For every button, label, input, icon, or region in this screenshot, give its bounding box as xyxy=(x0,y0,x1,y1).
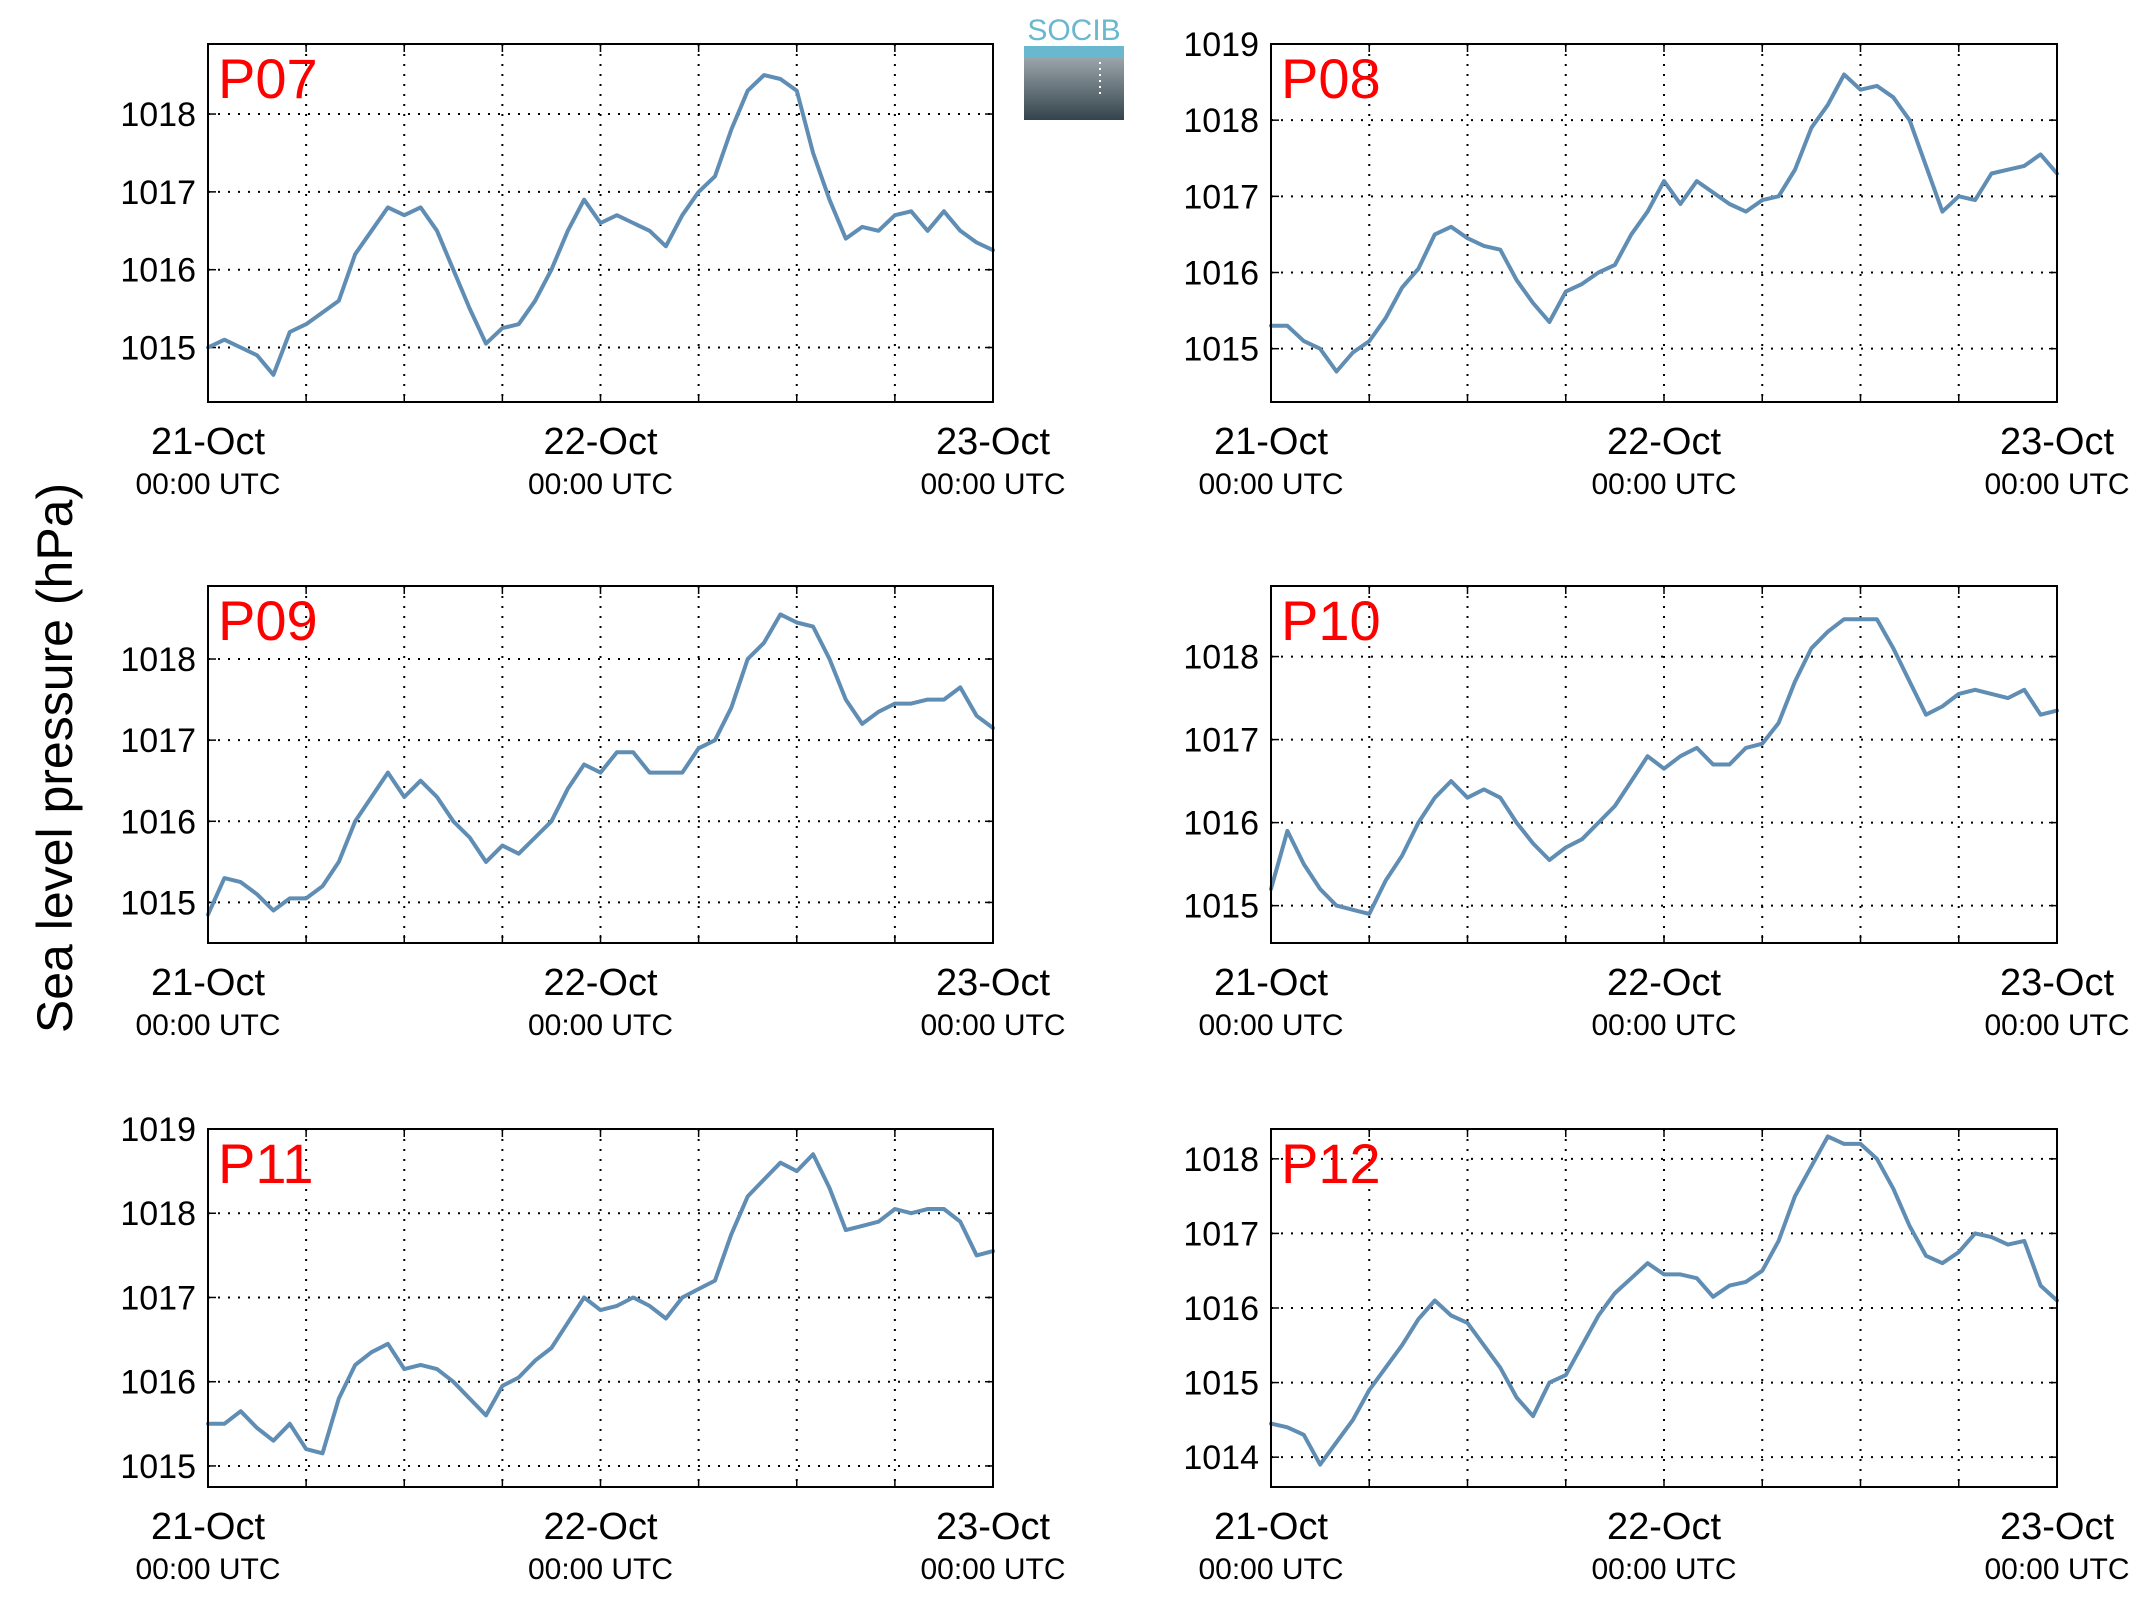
x-tick-date-label: 21-Oct xyxy=(1214,962,1328,1004)
plot-area xyxy=(1271,44,2057,402)
y-tick-label: 1018 xyxy=(1183,639,1259,677)
x-tick-time-label: 00:00 UTC xyxy=(1591,1009,1736,1042)
y-tick-label: 1016 xyxy=(120,803,196,841)
y-tick-label: 1018 xyxy=(120,96,196,134)
y-tick-label: 1017 xyxy=(120,722,196,760)
x-tick-date-label: 22-Oct xyxy=(543,962,657,1004)
x-tick-time-label: 00:00 UTC xyxy=(920,1553,1065,1586)
y-tick-label: 1015 xyxy=(120,884,196,922)
x-tick-time-label: 00:00 UTC xyxy=(528,468,673,501)
x-tick-time-label: 00:00 UTC xyxy=(1591,468,1736,501)
y-tick-label: 1017 xyxy=(1183,722,1259,760)
y-tick-label: 1017 xyxy=(120,1279,196,1317)
y-tick-label: 1014 xyxy=(1183,1439,1259,1477)
y-tick-label: 1019 xyxy=(120,1111,196,1149)
x-tick-date-label: 22-Oct xyxy=(543,1506,657,1548)
y-tick-label: 1015 xyxy=(120,330,196,368)
pressure-series-line xyxy=(1269,72,2059,374)
axes-frame xyxy=(207,1128,994,1488)
y-tick-label: 1017 xyxy=(120,174,196,212)
panel-label: P07 xyxy=(218,47,318,110)
x-tick-date-label: 21-Oct xyxy=(1214,1506,1328,1548)
x-tick-time-label: 00:00 UTC xyxy=(135,1009,280,1042)
x-tick-date-label: 22-Oct xyxy=(1607,421,1721,463)
x-tick-date-label: 23-Oct xyxy=(936,1506,1050,1548)
panel-label: P12 xyxy=(1281,1132,1381,1195)
x-tick-date-label: 23-Oct xyxy=(2000,962,2114,1004)
y-tick-label: 1016 xyxy=(120,1364,196,1402)
y-tick-label: 1018 xyxy=(120,1195,196,1233)
x-tick-time-label: 00:00 UTC xyxy=(1984,468,2129,501)
x-tick-date-label: 23-Oct xyxy=(2000,1506,2114,1548)
y-tick-label: 1016 xyxy=(1183,1290,1259,1328)
chart-panel-p07: 1015 1016 1017 1018 21-Oct 00:00 UTC 22-Oct 00:… xyxy=(120,43,1066,501)
x-tick-date-label: 22-Oct xyxy=(1607,1506,1721,1548)
axes-frame xyxy=(207,585,994,944)
axes-frame xyxy=(1270,43,2058,403)
y-tick-label: 1015 xyxy=(120,1448,196,1486)
x-tick-time-label: 00:00 UTC xyxy=(1591,1553,1736,1586)
x-tick-time-label: 00:00 UTC xyxy=(1198,1553,1343,1586)
y-tick-label: 1017 xyxy=(1183,178,1259,216)
x-tick-date-label: 21-Oct xyxy=(1214,421,1328,463)
x-tick-time-label: 00:00 UTC xyxy=(528,1009,673,1042)
socib-logo: SOCIB xyxy=(1022,14,1126,122)
x-tick-time-label: 00:00 UTC xyxy=(1984,1009,2129,1042)
plot-area xyxy=(208,586,993,943)
pressure-series-line xyxy=(206,1152,995,1456)
x-tick-date-label: 22-Oct xyxy=(1607,962,1721,1004)
x-tick-time-label: 00:00 UTC xyxy=(920,1009,1065,1042)
pressure-series-line xyxy=(1269,1134,2059,1467)
y-tick-label: 1019 xyxy=(1183,26,1259,64)
x-tick-date-label: 21-Oct xyxy=(151,421,265,463)
y-tick-label: 1015 xyxy=(1183,1365,1259,1403)
x-tick-time-label: 00:00 UTC xyxy=(528,1553,673,1586)
y-tick-label: 1015 xyxy=(1183,331,1259,369)
y-tick-label: 1015 xyxy=(1183,888,1259,926)
chart-panel-p12: 1014 1015 1016 1017 1018 21-Oct 00:00 UTC 22-Oc… xyxy=(1183,1128,2130,1586)
panel-label: P08 xyxy=(1281,47,1381,110)
x-tick-time-label: 00:00 UTC xyxy=(1984,1553,2129,1586)
chart-panel-p09: 1015 1016 1017 1018 21-Oct 00:00 UTC 22-Oct 00:… xyxy=(120,585,1066,1042)
pressure-series-line xyxy=(1269,617,2059,916)
x-tick-time-label: 00:00 UTC xyxy=(1198,1009,1343,1042)
x-tick-time-label: 00:00 UTC xyxy=(135,1553,280,1586)
chart-panel-p10: 1015 1016 1017 1018 21-Oct 00:00 UTC 22-Oct 00:… xyxy=(1183,585,2130,1042)
x-tick-date-label: 23-Oct xyxy=(936,962,1050,1004)
axes-frame xyxy=(1270,1128,2058,1488)
axes-frame xyxy=(207,43,994,403)
axes-frame xyxy=(1270,585,2058,944)
plot-area xyxy=(1271,1129,2057,1487)
x-tick-date-label: 21-Oct xyxy=(151,1506,265,1548)
pressure-series-line xyxy=(206,612,995,917)
x-tick-time-label: 00:00 UTC xyxy=(920,468,1065,501)
y-tick-label: 1016 xyxy=(1183,805,1259,843)
x-tick-time-label: 00:00 UTC xyxy=(135,468,280,501)
chart-panel-p08: 1015 1016 1017 1018 1019 21-Oct 00:00 UTC 22-Oc… xyxy=(1183,26,2129,501)
panel-label: P11 xyxy=(218,1132,313,1195)
y-tick-label: 1018 xyxy=(120,641,196,679)
x-tick-date-label: 23-Oct xyxy=(2000,421,2114,463)
x-tick-date-label: 22-Oct xyxy=(543,421,657,463)
y-tick-label: 1017 xyxy=(1183,1215,1259,1253)
panel-label: P10 xyxy=(1281,589,1381,652)
chart-panel-p11: 1015 1016 1017 1018 1019 21-Oct 00:00 UTC 22-Oc… xyxy=(120,1111,1065,1586)
panel-label: P09 xyxy=(218,589,318,652)
x-tick-date-label: 21-Oct xyxy=(151,962,265,1004)
y-tick-label: 1018 xyxy=(1183,102,1259,140)
x-tick-time-label: 00:00 UTC xyxy=(1198,468,1343,501)
x-tick-date-label: 23-Oct xyxy=(936,421,1050,463)
socib-logo-text: SOCIB xyxy=(1027,14,1120,47)
y-tick-label: 1018 xyxy=(1183,1141,1259,1179)
y-tick-label: 1016 xyxy=(1183,255,1259,293)
pressure-series-line xyxy=(206,73,995,377)
plot-area xyxy=(1271,586,2057,943)
y-tick-label: 1016 xyxy=(120,252,196,290)
